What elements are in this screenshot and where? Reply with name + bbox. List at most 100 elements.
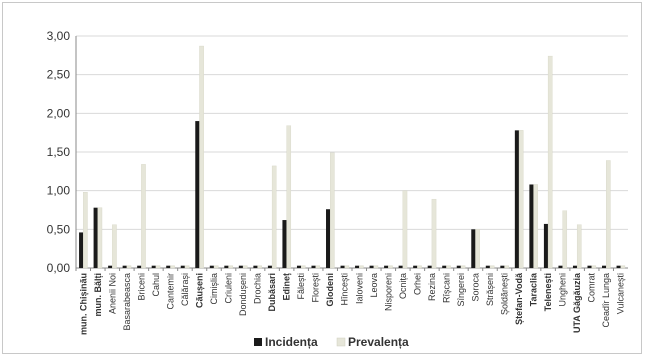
x-tick-label: Nisporeni — [383, 273, 393, 311]
bar-incidenta — [514, 130, 520, 268]
bar-prevalenta — [170, 265, 175, 269]
bar-incidenta — [355, 265, 360, 268]
bar-prevalenta — [373, 265, 379, 269]
bar-prevalenta — [417, 265, 422, 269]
legend-label-prevalenta: Prevalența — [348, 335, 409, 349]
bar-prevalenta — [199, 45, 204, 269]
x-tick-label: UTA Găgăuzia — [572, 272, 582, 333]
x-tick-label: Sîngerei — [456, 273, 466, 307]
x-tick-label: Orhei — [412, 273, 422, 295]
bar-incidenta — [311, 265, 316, 268]
x-tick-label: Călărași — [180, 273, 190, 306]
x-tick-label: Criuleni — [224, 273, 234, 304]
y-tick-label: 2,00 — [47, 106, 71, 120]
legend-label-incidenta: Incidența — [265, 335, 318, 349]
x-tick-label: Ialoveni — [354, 273, 364, 304]
x-tick-label: Strășeni — [485, 273, 495, 306]
chart-frame — [2, 2, 642, 354]
x-tick-label: Cantemir — [165, 273, 175, 310]
bar-incidenta — [384, 265, 389, 268]
bar-incidenta — [340, 265, 345, 268]
bar-incidenta — [224, 265, 229, 268]
x-tick-label: Hîncești — [340, 273, 350, 306]
x-tick-label: Ceadîr Lunga — [601, 273, 611, 328]
bar-incidenta — [398, 265, 403, 268]
bar-prevalenta — [489, 265, 495, 269]
bar-incidenta — [166, 265, 171, 268]
bar-incidenta — [93, 207, 98, 268]
bar-prevalenta — [518, 130, 524, 269]
bars — [79, 45, 626, 269]
bar-incidenta — [427, 265, 432, 268]
x-tick-label: Briceni — [136, 273, 146, 301]
bar-prevalenta — [460, 265, 466, 269]
x-tick-label: Telenești — [543, 273, 553, 311]
bar-prevalenta — [257, 265, 262, 269]
bar-prevalenta — [533, 184, 538, 269]
bar-prevalenta — [126, 265, 132, 269]
legend-swatch-prevalenta — [336, 337, 346, 347]
x-tick-label: Cimișlia — [209, 273, 219, 305]
bar-incidenta — [543, 223, 549, 268]
x-tick-label: Florești — [311, 273, 321, 303]
bar-incidenta — [413, 265, 418, 268]
bar-incidenta — [602, 265, 607, 268]
bar-prevalenta — [184, 265, 190, 269]
y-tick-label: 0,50 — [47, 222, 71, 236]
x-tick-label: Rezina — [427, 273, 437, 301]
bar-incidenta — [209, 265, 214, 268]
bar-prevalenta — [213, 265, 219, 269]
bar-incidenta — [442, 265, 447, 268]
x-tick-label: Edineț — [282, 273, 292, 301]
bar-incidenta — [137, 265, 142, 268]
bar-incidenta — [267, 265, 273, 268]
y-tick-label: 2,50 — [47, 68, 71, 82]
x-tick-label: Comrat — [587, 273, 597, 303]
bar-prevalenta — [475, 229, 480, 269]
y-tick-label: 1,50 — [47, 145, 71, 159]
bar-incidenta — [296, 265, 302, 268]
x-tick-label: Ungheni — [558, 273, 568, 307]
x-tick-label: Ștefan-Vodă — [514, 272, 524, 325]
bar-prevalenta — [591, 265, 597, 269]
bar-prevalenta — [446, 265, 451, 269]
bar-prevalenta — [83, 192, 88, 269]
bar-incidenta — [369, 265, 374, 268]
bar-incidenta — [238, 265, 244, 268]
x-tick-label: Ocnița — [398, 273, 408, 299]
bar-incidenta — [195, 121, 200, 268]
bar-incidenta — [151, 265, 156, 268]
bar-incidenta — [471, 229, 476, 268]
bar-prevalenta — [620, 265, 626, 269]
legend-swatch-incidenta — [254, 338, 262, 346]
bar-incidenta — [572, 265, 578, 268]
x-axis: mun. Chișinău mun. Bălți Anenii Noi Basarab… — [75, 268, 626, 335]
bar-prevalenta — [562, 210, 568, 269]
bar-prevalenta — [271, 165, 277, 269]
bar-incidenta — [587, 265, 592, 268]
x-tick-label: Rîșcani — [441, 273, 451, 303]
bar-incidenta — [529, 184, 534, 268]
x-tick-label: Basarabeasca — [122, 273, 132, 331]
x-tick-label: Șoldănești — [500, 273, 510, 315]
bar-prevalenta — [97, 207, 103, 269]
bar-incidenta — [108, 265, 113, 268]
bar-incidenta — [180, 265, 185, 268]
x-tick-label: Taraclia — [529, 272, 539, 306]
bar-prevalenta — [388, 265, 393, 269]
x-tick-label: Căușeni — [194, 273, 204, 308]
bar-prevalenta — [402, 190, 408, 269]
y-tick-label: 0,00 — [47, 261, 71, 275]
legend: Incidența Prevalența — [254, 335, 409, 349]
x-tick-label: Soroca — [470, 273, 480, 302]
x-tick-label: mun. Chișinău — [78, 273, 88, 335]
x-tick-label: Fălești — [296, 273, 306, 300]
bar-prevalenta — [576, 224, 582, 269]
x-tick-label: Cahul — [151, 273, 161, 297]
bar-incidenta — [326, 209, 331, 268]
x-tick-label: Vulcanești — [616, 273, 626, 314]
bar-prevalenta — [155, 265, 161, 269]
bar-incidenta — [456, 265, 461, 268]
bar-prevalenta — [330, 152, 335, 269]
